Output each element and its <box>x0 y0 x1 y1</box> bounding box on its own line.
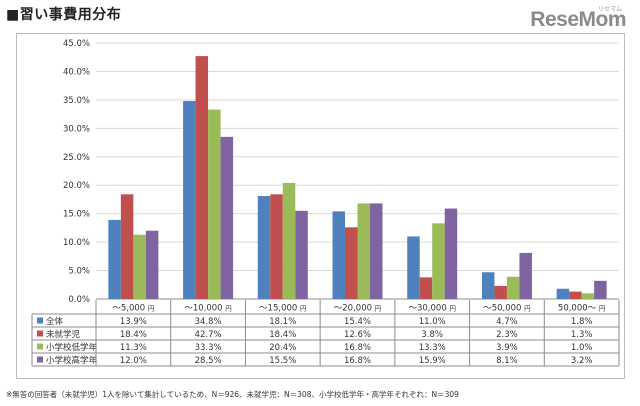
bar <box>519 252 532 299</box>
bar <box>133 234 146 299</box>
data-label: 33.3% <box>195 343 222 353</box>
bar <box>506 276 520 299</box>
y-tick-label: 0.0% <box>68 295 90 305</box>
y-tick-label: 10.0% <box>63 238 90 248</box>
x-tick-label: ～20,000 円 <box>334 304 381 314</box>
bar <box>419 277 433 299</box>
bar <box>481 272 495 299</box>
resemom-logo: ReseMom <box>530 8 626 31</box>
legend-label: 全体 <box>46 316 64 327</box>
x-tick-unit: 円 <box>300 305 307 313</box>
x-tick-unit: 円 <box>449 305 456 313</box>
data-label: 16.8% <box>344 343 371 353</box>
bar <box>432 223 445 299</box>
legend-key <box>37 330 43 337</box>
bar <box>556 288 570 299</box>
data-label: 3.9% <box>496 343 518 353</box>
data-label: 11.0% <box>419 317 446 327</box>
x-tick-unit: 円 <box>524 305 531 313</box>
data-label: 20.4% <box>269 343 296 353</box>
bar <box>195 56 209 299</box>
y-tick-label: 35.0% <box>63 96 90 106</box>
y-tick-label: 30.0% <box>63 124 90 134</box>
data-label: 12.0% <box>120 356 147 366</box>
bar <box>357 203 370 299</box>
data-label: 1.8% <box>571 317 593 327</box>
x-tick-unit: 円 <box>599 305 606 313</box>
bar <box>108 219 121 299</box>
data-label: 18.4% <box>269 330 296 340</box>
legend-label: 小学校高学年 <box>46 355 98 366</box>
x-tick-label: ～30,000 円 <box>408 304 455 314</box>
x-tick-unit: 円 <box>225 305 232 313</box>
data-label: 15.4% <box>344 317 371 327</box>
data-label: 16.8% <box>344 356 371 366</box>
data-label: 1.0% <box>571 343 593 353</box>
y-tick-label: 5.0% <box>68 267 90 277</box>
bar <box>282 182 296 299</box>
bar-chart: 0.0% 5.0% 10.0% 15.0% 20.0% 25.0% 30.0% 35.0% 40… <box>31 39 620 367</box>
data-label: 18.1% <box>269 317 296 327</box>
bar <box>208 109 221 299</box>
data-label: 18.4% <box>120 330 147 340</box>
bar <box>295 210 308 299</box>
data-label: 4.7% <box>496 317 518 327</box>
data-label: 11.3% <box>120 343 147 353</box>
bar <box>183 101 196 299</box>
bar <box>270 194 283 299</box>
bar <box>581 293 595 299</box>
bar <box>494 285 507 299</box>
data-label: 13.3% <box>419 343 446 353</box>
data-label: 28.5% <box>195 356 222 366</box>
bar <box>370 203 383 299</box>
x-tick-label: 50,000～ 円 <box>558 304 605 314</box>
x-tick-label: ～50,000 円 <box>483 304 530 314</box>
chart-title: ■習い事費用分布 <box>6 7 122 23</box>
footnote: ※無答の回答者（未就学児）1人を除いて集計しているため、N＝926、未就学児：N… <box>6 390 459 399</box>
data-label: 34.8% <box>195 317 222 327</box>
legend-label: 小学校低学年 <box>46 342 98 353</box>
bar <box>594 280 607 299</box>
x-tick-unit: 円 <box>148 305 155 313</box>
bar <box>345 227 358 299</box>
data-label: 42.7% <box>195 330 222 340</box>
data-label: 8.1% <box>496 356 518 366</box>
bar <box>332 211 345 299</box>
x-tick-label: ～15,000 円 <box>259 304 306 314</box>
logo-kana: リセマム <box>597 6 622 13</box>
legend-key <box>37 317 43 324</box>
legend-key <box>37 343 43 350</box>
legend-key <box>37 356 43 363</box>
y-tick-label: 40.0% <box>63 67 90 77</box>
y-tick-label: 45.0% <box>63 39 90 49</box>
data-label: 15.9% <box>419 356 446 366</box>
data-label: 15.5% <box>269 356 296 366</box>
bar <box>407 236 420 299</box>
data-label: 2.3% <box>496 330 518 340</box>
data-label: 12.6% <box>344 330 371 340</box>
bar <box>120 194 134 299</box>
x-tick-label: ～5,000 円 <box>112 304 154 314</box>
x-tick-unit: 円 <box>375 305 382 313</box>
data-label: 3.2% <box>571 356 593 366</box>
bar <box>444 208 458 299</box>
y-tick-label: 15.0% <box>63 210 90 220</box>
data-label: 13.9% <box>120 317 147 327</box>
x-tick-label: ～10,000 円 <box>184 304 231 314</box>
data-label: 1.3% <box>571 330 593 340</box>
bar <box>569 291 582 299</box>
data-label: 3.8% <box>421 330 443 340</box>
y-tick-label: 25.0% <box>63 153 90 163</box>
y-tick-label: 20.0% <box>63 181 90 191</box>
chart-panel: 0.0% 5.0% 10.0% 15.0% 20.0% 25.0% 30.0% 35.0% 40… <box>16 33 625 379</box>
bar <box>145 230 159 299</box>
bar <box>220 136 234 299</box>
bar <box>257 196 271 299</box>
legend-label: 未就学児 <box>46 329 81 340</box>
